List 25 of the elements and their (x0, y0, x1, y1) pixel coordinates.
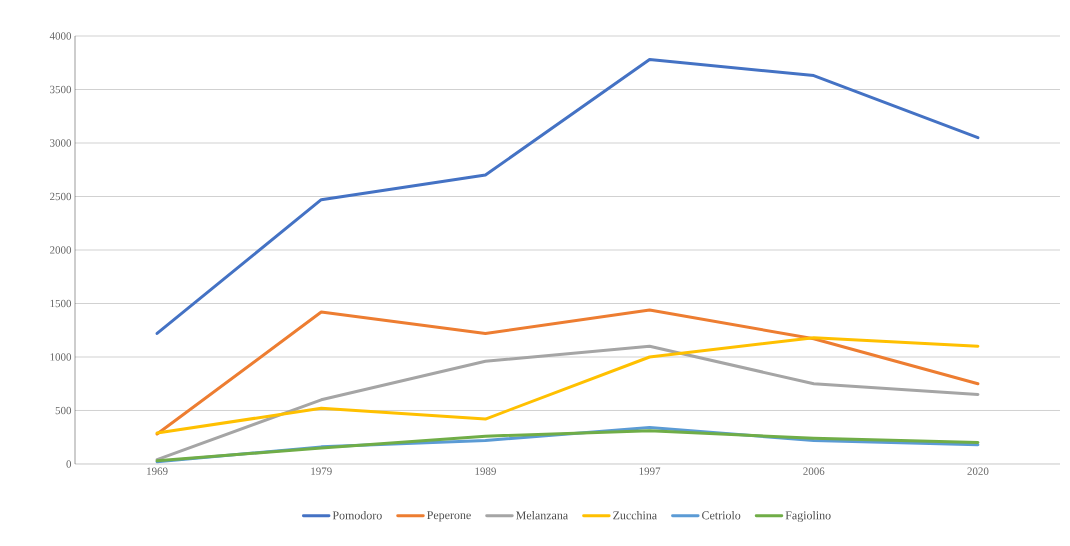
y-tick-label: 3000 (50, 139, 72, 147)
y-tick-label: 3500 (50, 85, 72, 94)
line-series (155, 344, 980, 462)
line-series (155, 58, 980, 335)
legend-label: Melanzana (516, 510, 568, 520)
x-tick-label: 2006 (803, 467, 825, 475)
y-tick-label: 2000 (50, 246, 72, 254)
y-tick-label: 500 (55, 406, 72, 415)
y-tick-label: 1500 (50, 299, 72, 308)
line-series (155, 336, 980, 435)
x-tick-label: 1969 (147, 467, 168, 475)
legend-label: Peperone (427, 511, 471, 522)
y-tick-label: 0 (66, 460, 72, 468)
y-tick-label: 1000 (50, 353, 72, 361)
line-series (155, 308, 980, 436)
legend-label: Zucchina (613, 510, 657, 520)
legend-label: Cetriolo (702, 510, 741, 520)
legend-label: Fagiolino (785, 510, 831, 522)
x-tick-label: 1979 (311, 467, 332, 475)
x-tick-label: 1997 (639, 467, 661, 475)
legend-label: Pomodoro (332, 510, 382, 520)
y-tick-label: 2500 (50, 192, 72, 201)
x-tick-label: 1989 (475, 467, 496, 475)
x-tick-label: 2020 (967, 467, 989, 475)
y-tick-label: 4000 (49, 32, 72, 40)
